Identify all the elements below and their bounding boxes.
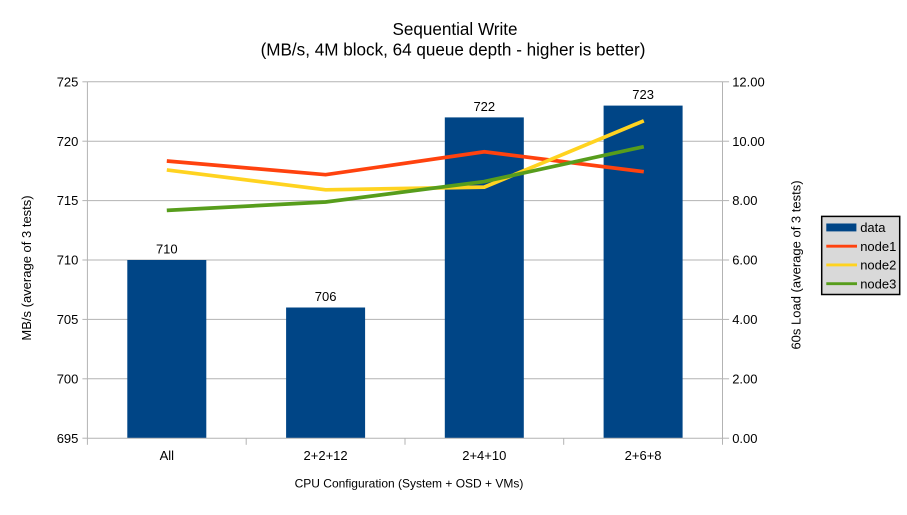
svg-text:700: 700 bbox=[57, 371, 79, 386]
svg-text:710: 710 bbox=[57, 253, 79, 268]
svg-text:6.00: 6.00 bbox=[732, 253, 757, 268]
svg-text:Sequential Write: Sequential Write bbox=[392, 20, 517, 39]
svg-text:0.00: 0.00 bbox=[732, 431, 757, 446]
svg-text:(MB/s, 4M block, 64 queue dept: (MB/s, 4M block, 64 queue depth - higher… bbox=[261, 40, 646, 59]
svg-text:2.00: 2.00 bbox=[732, 371, 757, 386]
svg-text:2+2+12: 2+2+12 bbox=[304, 448, 348, 463]
svg-text:8.00: 8.00 bbox=[732, 193, 757, 208]
svg-text:722: 722 bbox=[473, 99, 495, 114]
svg-text:705: 705 bbox=[57, 312, 79, 327]
svg-text:All: All bbox=[160, 448, 175, 463]
svg-text:60s Load (average of 3 tests): 60s Load (average of 3 tests) bbox=[789, 180, 804, 349]
svg-text:CPU Configuration (System + OS: CPU Configuration (System + OSD + VMs) bbox=[295, 477, 524, 491]
svg-text:4.00: 4.00 bbox=[732, 312, 757, 327]
svg-text:node1: node1 bbox=[860, 239, 896, 254]
svg-text:MB/s (average of 3 tests): MB/s (average of 3 tests) bbox=[19, 195, 34, 340]
svg-text:720: 720 bbox=[57, 134, 79, 149]
svg-text:723: 723 bbox=[632, 87, 654, 102]
svg-text:715: 715 bbox=[57, 193, 79, 208]
svg-text:710: 710 bbox=[156, 241, 178, 256]
svg-text:node2: node2 bbox=[860, 258, 896, 273]
svg-text:706: 706 bbox=[315, 289, 337, 304]
svg-text:node3: node3 bbox=[860, 276, 896, 291]
svg-text:2+4+10: 2+4+10 bbox=[462, 448, 506, 463]
svg-text:725: 725 bbox=[57, 74, 79, 89]
svg-text:10.00: 10.00 bbox=[732, 134, 765, 149]
svg-text:695: 695 bbox=[57, 431, 79, 446]
svg-text:data: data bbox=[860, 220, 886, 235]
svg-text:12.00: 12.00 bbox=[732, 74, 765, 89]
svg-text:2+6+8: 2+6+8 bbox=[625, 448, 662, 463]
